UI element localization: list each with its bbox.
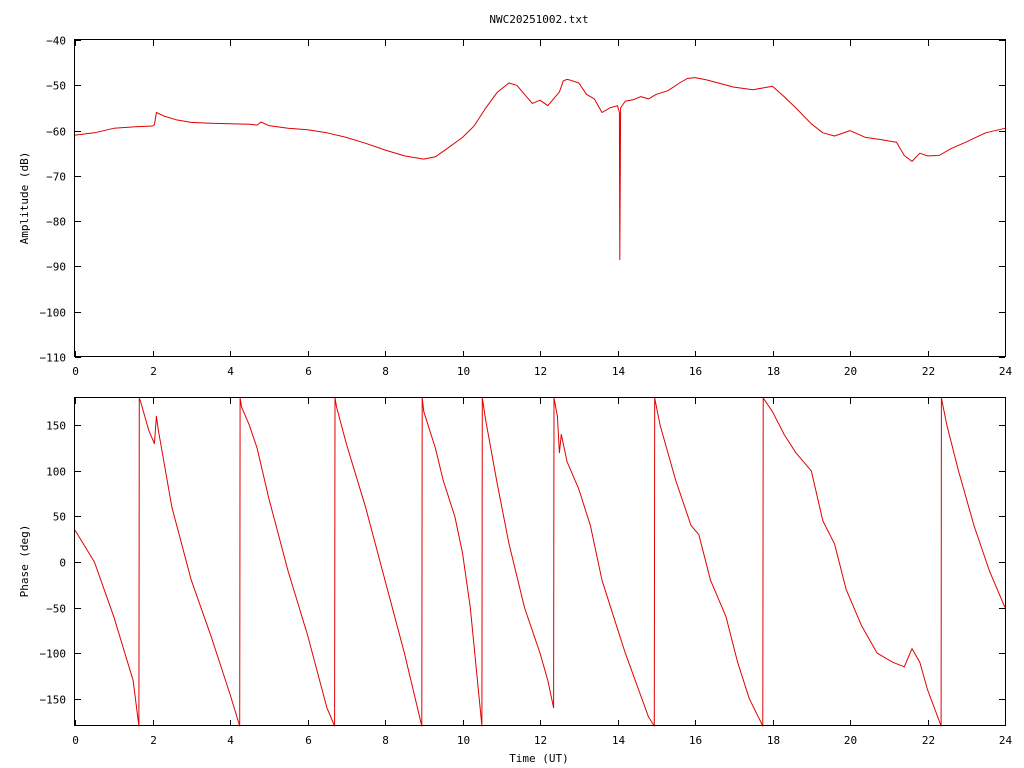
amplitude-x-tick-label: 8 (382, 365, 389, 378)
phase-plot-frame (74, 397, 1006, 726)
phase-x-tick-label: 12 (534, 734, 547, 747)
amplitude-ticks (75, 40, 1006, 358)
amplitude-y-tick-label: −100 (40, 307, 67, 320)
phase-panel: Phase (deg) Time (UT) 0 2 4 6 8 10 12 14 16 18 20 2… (18, 397, 1013, 765)
amplitude-y-axis-label: Amplitude (dB) (18, 152, 31, 245)
amplitude-panel: Amplitude (dB) 0 2 4 6 8 10 12 14 16 18 20 22 24−110… (18, 35, 1012, 379)
phase-y-tick-label: −150 (40, 694, 67, 707)
phase-x-tick-label: 14 (612, 734, 626, 747)
amplitude-x-tick-label: 6 (305, 365, 312, 378)
phase-x-axis-label: Time (UT) (509, 752, 569, 765)
phase-ticks (75, 398, 1006, 726)
amplitude-y-tick-label: −90 (46, 261, 66, 274)
phase-tick-labels: 0 2 4 6 8 10 12 14 16 18 20 22 24−150−100−5005010015… (40, 420, 1013, 748)
phase-y-tick-label: −100 (40, 648, 67, 661)
amplitude-plot-frame (74, 39, 1006, 357)
phase-x-tick-label: 6 (305, 734, 312, 747)
amplitude-series-line (74, 77, 1006, 261)
amplitude-x-tick-label: 0 (72, 365, 79, 378)
amplitude-tick-labels: 0 2 4 6 8 10 12 14 16 18 20 22 24−110−100−90−80−70−6… (40, 35, 1013, 379)
amplitude-x-tick-label: 22 (922, 365, 935, 378)
chart-title: NWC20251002.txt (489, 13, 588, 26)
amplitude-x-tick-label: 24 (999, 365, 1013, 378)
phase-y-tick-label: 0 (59, 557, 66, 570)
amplitude-y-tick-label: −70 (46, 171, 66, 184)
phase-x-tick-label: 8 (382, 734, 389, 747)
amplitude-x-tick-label: 4 (227, 365, 234, 378)
phase-x-tick-label: 0 (72, 734, 79, 747)
phase-series-line (74, 397, 1006, 727)
phase-x-tick-label: 18 (767, 734, 780, 747)
phase-x-tick-label: 22 (922, 734, 935, 747)
amplitude-x-tick-label: 12 (534, 365, 547, 378)
phase-x-tick-label: 24 (999, 734, 1013, 747)
amplitude-x-tick-label: 2 (150, 365, 157, 378)
amplitude-x-tick-label: 10 (457, 365, 470, 378)
amplitude-y-tick-label: −110 (40, 352, 67, 365)
amplitude-x-tick-label: 18 (767, 365, 780, 378)
phase-x-tick-label: 20 (844, 734, 857, 747)
amplitude-y-tick-label: −40 (46, 35, 66, 48)
phase-y-tick-label: 50 (53, 511, 66, 524)
amplitude-series (74, 77, 1006, 261)
phase-x-tick-label: 10 (457, 734, 470, 747)
phase-y-tick-label: 150 (46, 420, 66, 433)
amplitude-y-tick-label: −60 (46, 126, 66, 139)
phase-x-tick-label: 16 (689, 734, 702, 747)
phase-y-axis-label: Phase (deg) (18, 525, 31, 598)
amplitude-x-tick-label: 20 (844, 365, 857, 378)
phase-y-tick-label: −50 (46, 603, 66, 616)
amplitude-x-tick-label: 16 (689, 365, 702, 378)
phase-x-tick-label: 2 (150, 734, 157, 747)
phase-y-tick-label: 100 (46, 466, 66, 479)
amplitude-y-tick-label: −50 (46, 80, 66, 93)
phase-x-tick-label: 4 (227, 734, 234, 747)
amplitude-x-tick-label: 14 (612, 365, 626, 378)
amplitude-y-tick-label: −80 (46, 216, 66, 229)
phase-series (74, 397, 1006, 727)
